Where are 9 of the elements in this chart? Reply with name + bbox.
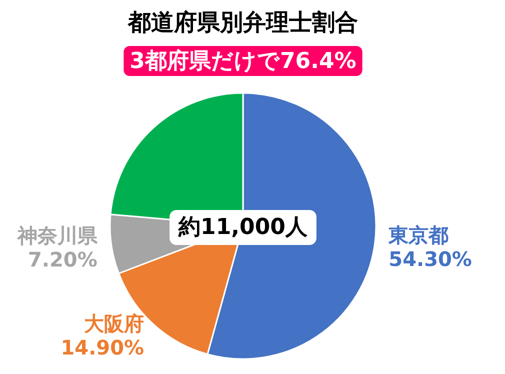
slice-label: 東京都 (388, 222, 449, 247)
slice-label: 大阪府 (84, 312, 144, 336)
chart-title: 都道府県別弁理士割合 (127, 9, 358, 36)
slice-label: 神奈川県 (16, 223, 98, 248)
data-label: 7.20% (28, 247, 98, 272)
chart-subtitle: 3都府県だけで76.4% (130, 48, 356, 74)
data-label: 54.30% (388, 246, 472, 271)
data-label: 14.90% (60, 336, 144, 360)
text: 約11,000人 (178, 215, 308, 240)
